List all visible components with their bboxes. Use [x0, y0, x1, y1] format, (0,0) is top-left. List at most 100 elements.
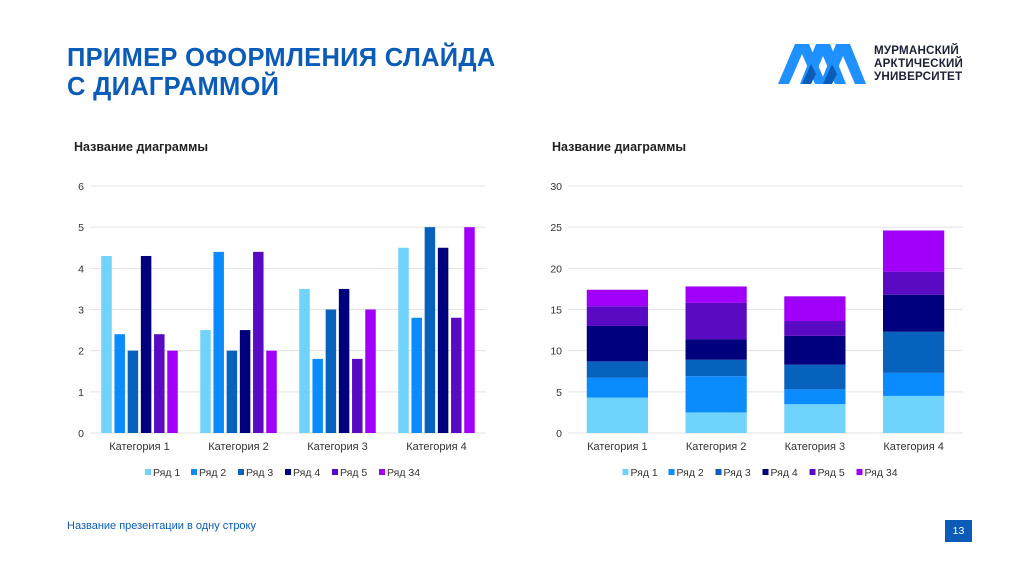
chart-title: Название диаграммы: [74, 140, 209, 154]
bar: [167, 350, 178, 433]
legend-swatch: [622, 469, 629, 475]
y-tick-label: 15: [550, 305, 562, 317]
slide-title-line1: ПРИМЕР ОФОРМЛЕНИЯ СЛАЙДА: [67, 44, 496, 72]
bar: [451, 317, 462, 433]
logo-line2: АРКТИЧЕСКИЙ: [874, 57, 964, 71]
bar: [338, 288, 350, 433]
legend-label: Ряд 3: [724, 467, 751, 479]
page-number: 13: [945, 520, 972, 542]
slide-title-line2: С ДИАГРАММОЙ: [67, 73, 280, 101]
bar: [411, 317, 422, 433]
y-tick-label: 30: [550, 181, 562, 193]
legend-swatch: [715, 469, 722, 475]
bar-segment: [883, 271, 945, 295]
legend-item: Ряд 4: [285, 467, 320, 479]
university-logo-icon: [778, 44, 866, 84]
stacked-bar-chart-svg: 0 5 10 15 20 25 30 Категория 1 Категория 2 Катего…: [550, 181, 963, 479]
x-tick-label: Категория 1: [109, 441, 170, 453]
stacked-bar-chart: Название диаграммы 0 5 10 15 20 25 30 Категория…: [550, 138, 990, 498]
legend-label: Ряд 34: [387, 467, 420, 479]
legend-label: Ряд 2: [677, 467, 704, 479]
bar-segment: [883, 372, 945, 396]
legend-label: Ряд 2: [199, 467, 226, 479]
legend-swatch: [332, 469, 338, 475]
legend-item: Ряд 4: [762, 467, 798, 479]
bar-segment: [883, 294, 945, 332]
bar: [140, 255, 152, 433]
legend-swatch: [379, 469, 385, 475]
legend-swatch: [809, 469, 816, 475]
bar: [114, 334, 125, 433]
bar-segment: [685, 302, 747, 340]
slide-title: ПРИМЕР ОФОРМЛЕНИЯ СЛАЙДА С ДИАГРАММОЙ: [67, 44, 496, 102]
y-tick-label: 6: [78, 181, 84, 193]
y-tick-label: 0: [78, 428, 84, 440]
bar-segment: [685, 412, 747, 433]
legend-item: Ряд 3: [715, 467, 751, 479]
bar: [464, 227, 475, 433]
bar: [325, 309, 337, 433]
logo-text: МУРМАНСКИЙ АРКТИЧЕСКИЙ УНИВЕРСИТЕТ: [874, 44, 963, 84]
bar-segment: [784, 296, 846, 322]
x-tick-label: Категория 2: [208, 441, 269, 453]
bar: [312, 358, 323, 433]
legend-item: Ряд 3: [238, 467, 273, 479]
bar: [127, 350, 139, 433]
bar: [266, 350, 277, 433]
y-tick-label: 3: [78, 305, 84, 317]
bar: [154, 334, 165, 433]
bar: [213, 251, 224, 433]
legend-label: Ряд 4: [293, 467, 320, 479]
legend-label: Ряд 5: [340, 467, 367, 479]
bar-segment: [685, 286, 747, 303]
x-tick-label: Категория 1: [587, 441, 648, 453]
logo-line3: УНИВЕРСИТЕТ: [874, 70, 963, 84]
bar-segment: [883, 230, 945, 272]
bar-segment: [586, 289, 648, 307]
legend-label: Ряд 3: [246, 467, 273, 479]
bar-segment: [784, 389, 846, 405]
legend-swatch: [762, 469, 769, 475]
bar-segment: [586, 377, 648, 398]
legend-item: Ряд 5: [809, 467, 845, 479]
legend-swatch: [191, 469, 197, 475]
bar-segment: [784, 404, 846, 433]
x-tick-label: Категория 2: [686, 441, 747, 453]
bar-segment: [883, 331, 945, 373]
x-tick-label: Категория 3: [307, 441, 368, 453]
legend-label: Ряд 4: [771, 467, 798, 479]
logo-line1: МУРМАНСКИЙ: [874, 44, 959, 57]
legend-swatch: [145, 469, 151, 475]
legend-label: Ряд 1: [153, 467, 180, 479]
bar: [239, 330, 251, 433]
bar: [352, 358, 363, 433]
legend-swatch: [856, 469, 863, 475]
legend-swatch: [285, 469, 291, 475]
bar-segment: [586, 361, 648, 378]
presentation-name: Название презентации в одну строку: [67, 520, 256, 532]
chart-title: Название диаграммы: [552, 140, 687, 154]
university-logo: МУРМАНСКИЙ АРКТИЧЕСКИЙ УНИВЕРСИТЕТ: [778, 44, 978, 84]
bar: [424, 227, 436, 433]
bar: [101, 255, 112, 433]
x-tick-label: Категория 3: [785, 441, 846, 453]
legend-item: Ряд 1: [145, 467, 180, 479]
y-tick-label: 10: [550, 346, 562, 358]
bar: [365, 309, 376, 433]
legend-item: Ряд 2: [191, 467, 226, 479]
bar: [226, 350, 238, 433]
y-tick-label: 1: [78, 387, 84, 399]
legend-item: Ряд 1: [622, 467, 658, 479]
bar-segment: [883, 395, 945, 433]
legend-item: Ряд 34: [379, 467, 420, 479]
bar-segment: [784, 364, 846, 390]
y-tick-label: 20: [550, 263, 562, 275]
legend-label: Ряд 5: [818, 467, 845, 479]
bar: [299, 288, 310, 433]
legend-swatch: [668, 469, 675, 475]
y-tick-label: 5: [556, 387, 562, 399]
x-tick-label: Категория 4: [406, 441, 467, 453]
bar-segment: [685, 376, 747, 413]
bar-segment: [586, 306, 648, 326]
bar: [437, 247, 449, 433]
